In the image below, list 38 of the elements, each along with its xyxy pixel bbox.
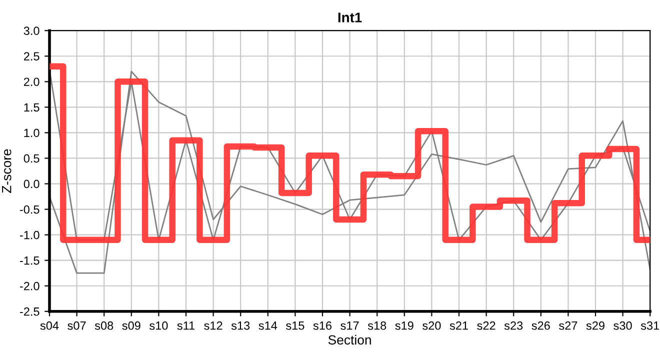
x-tick-label: s09 [122,321,140,330]
x-tick-label: s26 [532,321,550,330]
x-tick-label: s22 [477,321,496,330]
x-tick-label: s13 [231,321,250,330]
y-tick-label: 2.0 [24,78,40,86]
x-tick-label: s17 [340,322,359,330]
y-tick-label: -0.5 [20,205,40,214]
y-tick-label: -1.5 [20,256,40,265]
x-axis-title: Section [328,334,371,345]
x-tick-label: s15 [286,322,304,330]
x-tick-label: s21 [450,321,468,330]
x-tick-label: s18 [368,321,386,330]
y-tick-label: -2.5 [20,307,40,316]
y-tick-label: 0.5 [24,154,40,163]
x-tick-label: s23 [504,321,523,330]
x-tick-label: s11 [177,322,195,330]
y-tick-label: 0.0 [24,180,40,188]
x-tick-label: s10 [150,321,168,330]
y-tick-label: 3.0 [24,26,40,35]
x-tick-label: s31 [640,321,660,330]
x-tick-label: s08 [94,321,114,330]
x-tick-label: s19 [395,321,414,330]
x-tick-label: s30 [614,321,632,330]
y-tick-label: -1.0 [20,230,40,240]
x-tick-label: s12 [204,321,222,330]
chart-title: Int1 [338,12,362,22]
y-tick-label: 1.0 [24,128,40,138]
x-tick-label: s16 [313,321,332,330]
x-tick-label: s29 [586,321,604,330]
x-tick-label: s14 [258,322,278,330]
y-tick-label: -2.0 [20,282,40,290]
y-tick-label: 1.5 [24,103,40,112]
x-tick-label: s20 [422,321,441,330]
y-tick-label: 2.5 [24,52,40,61]
x-tick-label: s04 [40,321,59,330]
x-tick-label: s07 [68,321,86,330]
y-axis-title: Z-score [2,149,12,193]
x-tick-label: s27 [559,321,578,330]
